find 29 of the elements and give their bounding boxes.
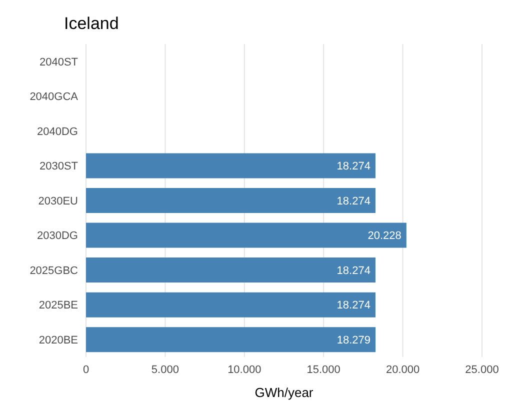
bar: [86, 188, 376, 213]
x-tick-label: 5.000: [151, 364, 179, 376]
x-tick-label: 0: [82, 364, 90, 376]
bar: [86, 222, 406, 248]
y-tick-label: 2040DG: [37, 126, 78, 138]
data-label: 18.274: [336, 160, 370, 173]
x-tick-label: 15.000: [306, 364, 340, 376]
y-tick-label: 2040GCA: [30, 91, 79, 104]
x-tick-label: 25.000: [465, 364, 499, 376]
data-label: 18.274: [336, 300, 370, 312]
bar: [86, 327, 376, 352]
y-tick-label: 2020BE: [38, 334, 78, 347]
y-tick-label: 2040ST: [39, 56, 78, 68]
y-tick-label: 2025BE: [38, 300, 78, 312]
x-tick-label: 10.000: [228, 364, 262, 376]
y-tick-label: 2030EU: [38, 195, 78, 208]
chart-title: Iceland: [63, 13, 120, 35]
y-tick-label: 2025GBC: [30, 264, 78, 277]
data-label: 18.279: [336, 334, 371, 346]
data-label: 18.274: [336, 195, 370, 208]
y-tick-label: 2030ST: [39, 160, 78, 173]
x-axis-title: GWh/year: [254, 385, 314, 400]
bar: [86, 258, 376, 283]
y-tick-label: 2030DG: [37, 230, 78, 242]
bar: [86, 292, 376, 318]
data-label: 20.228: [368, 230, 402, 242]
bar: [86, 153, 376, 178]
x-tick-label: 20.000: [386, 364, 420, 376]
data-label: 18.274: [336, 264, 370, 277]
